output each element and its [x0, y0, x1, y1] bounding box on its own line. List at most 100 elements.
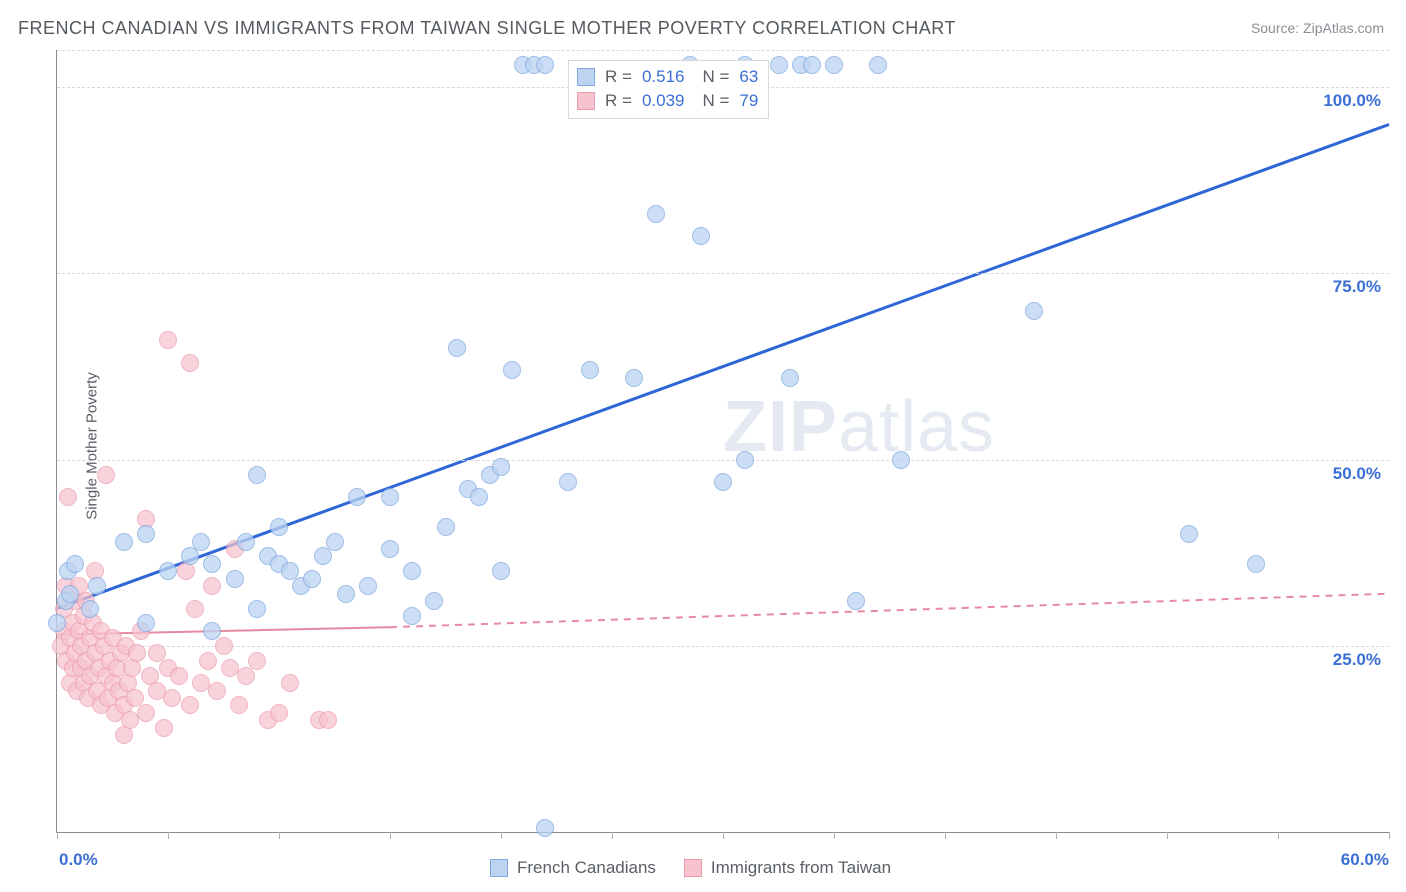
data-point	[1180, 525, 1198, 543]
data-point	[736, 451, 754, 469]
data-point	[869, 56, 887, 74]
data-point	[359, 577, 377, 595]
legend-swatch	[490, 859, 508, 877]
legend-swatch	[577, 92, 595, 110]
gridline	[57, 50, 1389, 51]
data-point	[270, 518, 288, 536]
data-point	[319, 711, 337, 729]
data-point	[88, 577, 106, 595]
data-point	[492, 458, 510, 476]
data-point	[647, 205, 665, 223]
data-point	[625, 369, 643, 387]
n-value: 63	[739, 65, 758, 89]
r-value: 0.039	[642, 89, 685, 113]
n-label: N =	[702, 65, 729, 89]
data-point	[303, 570, 321, 588]
data-point	[137, 614, 155, 632]
data-point	[155, 719, 173, 737]
data-point	[1025, 302, 1043, 320]
x-tick-mark	[279, 832, 280, 839]
data-point	[425, 592, 443, 610]
x-tick-label: 60.0%	[1341, 850, 1389, 870]
data-point	[270, 704, 288, 722]
data-point	[181, 354, 199, 372]
data-point	[81, 600, 99, 618]
x-tick-mark	[1167, 832, 1168, 839]
legend-swatch	[577, 68, 595, 86]
data-point	[208, 682, 226, 700]
data-point	[97, 466, 115, 484]
data-point	[203, 577, 221, 595]
data-point	[159, 331, 177, 349]
data-point	[248, 600, 266, 618]
data-point	[492, 562, 510, 580]
data-point	[1247, 555, 1265, 573]
trend-line	[390, 594, 1389, 628]
data-point	[470, 488, 488, 506]
x-tick-mark	[1389, 832, 1390, 839]
legend-label: French Canadians	[517, 858, 656, 878]
r-label: R =	[605, 89, 632, 113]
x-tick-mark	[168, 832, 169, 839]
data-point	[170, 667, 188, 685]
data-point	[403, 562, 421, 580]
data-point	[781, 369, 799, 387]
data-point	[159, 562, 177, 580]
data-point	[337, 585, 355, 603]
data-point	[192, 533, 210, 551]
data-point	[59, 488, 77, 506]
data-point	[248, 466, 266, 484]
data-point	[237, 533, 255, 551]
data-point	[559, 473, 577, 491]
y-tick-label: 75.0%	[1333, 277, 1381, 297]
data-point	[503, 361, 521, 379]
data-point	[181, 696, 199, 714]
data-point	[381, 488, 399, 506]
n-value: 79	[739, 89, 758, 113]
chart-title: FRENCH CANADIAN VS IMMIGRANTS FROM TAIWA…	[18, 18, 956, 39]
legend-swatch	[684, 859, 702, 877]
legend-item: French Canadians	[490, 858, 656, 878]
x-tick-mark	[612, 832, 613, 839]
x-tick-mark	[1056, 832, 1057, 839]
data-point	[181, 547, 199, 565]
trend-lines	[57, 50, 1389, 832]
data-point	[825, 56, 843, 74]
data-point	[186, 600, 204, 618]
data-point	[237, 667, 255, 685]
data-point	[226, 570, 244, 588]
legend-row: R = 0.516 N = 63	[577, 65, 758, 89]
data-point	[61, 585, 79, 603]
r-value: 0.516	[642, 65, 685, 89]
watermark: ZIPatlas	[723, 386, 995, 468]
data-point	[803, 56, 821, 74]
data-point	[326, 533, 344, 551]
data-point	[403, 607, 421, 625]
data-point	[892, 451, 910, 469]
data-point	[199, 652, 217, 670]
n-label: N =	[702, 89, 729, 113]
legend-label: Immigrants from Taiwan	[711, 858, 891, 878]
data-point	[581, 361, 599, 379]
source-label: Source: ZipAtlas.com	[1251, 20, 1384, 36]
data-point	[714, 473, 732, 491]
data-point	[437, 518, 455, 536]
x-tick-mark	[723, 832, 724, 839]
r-label: R =	[605, 65, 632, 89]
x-tick-mark	[390, 832, 391, 839]
data-point	[381, 540, 399, 558]
y-tick-label: 50.0%	[1333, 464, 1381, 484]
y-tick-label: 25.0%	[1333, 650, 1381, 670]
watermark-atlas: atlas	[838, 387, 995, 467]
data-point	[203, 622, 221, 640]
x-tick-mark	[1278, 832, 1279, 839]
data-point	[128, 644, 146, 662]
data-point	[66, 555, 84, 573]
data-point	[536, 56, 554, 74]
gridline	[57, 273, 1389, 274]
data-point	[215, 637, 233, 655]
series-legend: French Canadians Immigrants from Taiwan	[490, 858, 891, 878]
gridline	[57, 646, 1389, 647]
data-point	[48, 614, 66, 632]
x-tick-label: 0.0%	[59, 850, 98, 870]
